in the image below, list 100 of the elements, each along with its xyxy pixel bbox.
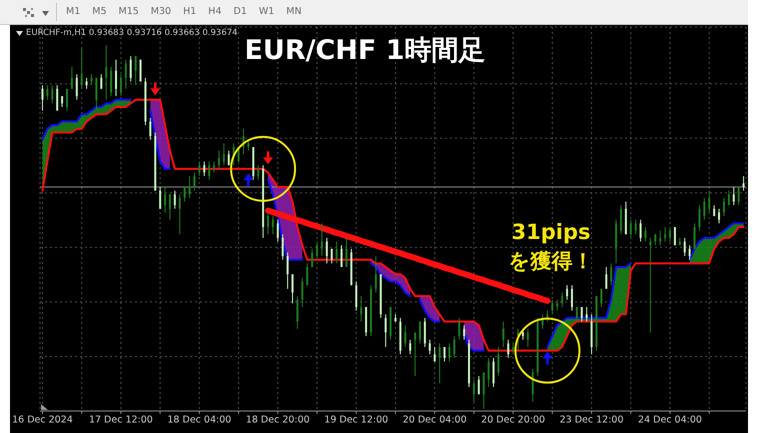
candlestick <box>149 117 152 140</box>
candlestick <box>168 194 171 220</box>
candlestick <box>497 346 500 377</box>
candlestick <box>86 77 88 90</box>
candlestick <box>472 379 475 402</box>
candlestick <box>276 219 279 242</box>
candlestick <box>482 372 485 410</box>
candlestick <box>140 59 142 82</box>
candlestick <box>56 84 58 112</box>
candlestick <box>424 317 426 348</box>
candlestick <box>566 284 568 300</box>
candlestick <box>188 176 191 198</box>
candlestick <box>110 66 112 97</box>
candlestick <box>41 84 44 112</box>
annotation: 31pips を獲得！ <box>508 219 594 275</box>
candlestick <box>659 230 662 246</box>
candlestick <box>688 244 691 260</box>
candlestick <box>640 219 642 242</box>
candlestick <box>502 321 504 348</box>
candlestick <box>580 306 583 322</box>
candlestick <box>404 324 406 348</box>
candlestick <box>742 176 745 192</box>
candlestick <box>434 346 436 362</box>
candlestick <box>66 88 68 112</box>
x-tick-label: 23 Dec 12:00 <box>560 414 624 426</box>
candlestick <box>134 56 137 86</box>
candlestick <box>70 66 73 90</box>
point <box>514 318 580 384</box>
point <box>230 136 296 202</box>
candlestick <box>174 190 176 210</box>
candlestick <box>311 248 314 268</box>
candlestick <box>130 56 132 82</box>
candlestick <box>100 74 102 90</box>
candlestick <box>193 172 196 192</box>
candlestick <box>228 150 230 166</box>
point <box>262 151 273 164</box>
candlestick <box>282 234 284 260</box>
candlestick <box>664 226 666 242</box>
candlestick <box>463 324 466 340</box>
candlestick <box>272 216 274 235</box>
candlestick <box>267 212 269 235</box>
candlestick <box>492 357 495 388</box>
candlestick <box>330 248 333 264</box>
point <box>150 82 160 96</box>
chart-subtitle: EURCHF-m,H1 0.93683 0.93716 0.93663 0.93674 <box>26 28 238 39</box>
x-tick-label: 18 Dec 04:00 <box>167 414 232 426</box>
candlestick <box>345 237 348 268</box>
candlestick <box>634 219 637 235</box>
candlestick <box>336 241 338 264</box>
candlestick <box>384 314 387 348</box>
candlestick <box>600 288 602 308</box>
toolbar: M1 M5 M15 M30 H1 H4 D1 W1 MN <box>0 0 748 25</box>
x-tick-label: 20 Dec 20:00 <box>481 414 546 426</box>
candlestick <box>306 262 308 286</box>
candlestick <box>80 48 83 90</box>
candlestick <box>222 142 225 166</box>
candlestick <box>286 252 289 290</box>
candlestick <box>718 208 720 224</box>
candlestick <box>61 96 64 108</box>
candlestick <box>586 306 588 322</box>
candlestick <box>698 204 700 232</box>
candlestick <box>178 194 181 235</box>
candlestick <box>355 281 358 312</box>
candlestick <box>418 321 421 344</box>
candlestick <box>684 237 686 257</box>
candlestick <box>438 342 441 384</box>
candlestick <box>164 186 166 213</box>
candlestick <box>326 237 328 264</box>
candlestick <box>610 262 612 286</box>
candlestick <box>316 241 318 260</box>
candlestick <box>292 274 294 304</box>
candlestick <box>644 226 647 242</box>
candlestick <box>120 74 122 97</box>
candlestick <box>218 150 220 170</box>
candlestick <box>340 244 343 268</box>
candlestick <box>453 336 456 358</box>
candlestick <box>213 161 216 173</box>
candlestick <box>674 226 676 246</box>
x-tick-label: 24 Dec 04:00 <box>638 414 702 426</box>
point <box>243 173 254 186</box>
candlestick <box>320 222 323 257</box>
candlestick <box>198 161 200 177</box>
candlestick <box>576 306 578 322</box>
candlestick <box>301 277 304 308</box>
chart-title: EUR/CHF 1時間足 <box>244 35 486 67</box>
candlestick <box>561 292 564 308</box>
candlestick <box>722 197 725 217</box>
candlestick <box>532 368 534 402</box>
candlestick <box>444 346 446 362</box>
x-tick-label: 16 Dec 2024 <box>12 414 73 426</box>
candlestick <box>488 357 490 388</box>
candlestick <box>448 342 450 362</box>
candlestick <box>51 84 54 104</box>
candlestick <box>738 186 740 206</box>
candlestick <box>428 339 431 355</box>
candlestick <box>512 342 514 355</box>
candlestick <box>374 256 377 293</box>
candlestick <box>95 77 98 112</box>
candlestick <box>551 299 554 315</box>
candlestick <box>630 219 632 238</box>
